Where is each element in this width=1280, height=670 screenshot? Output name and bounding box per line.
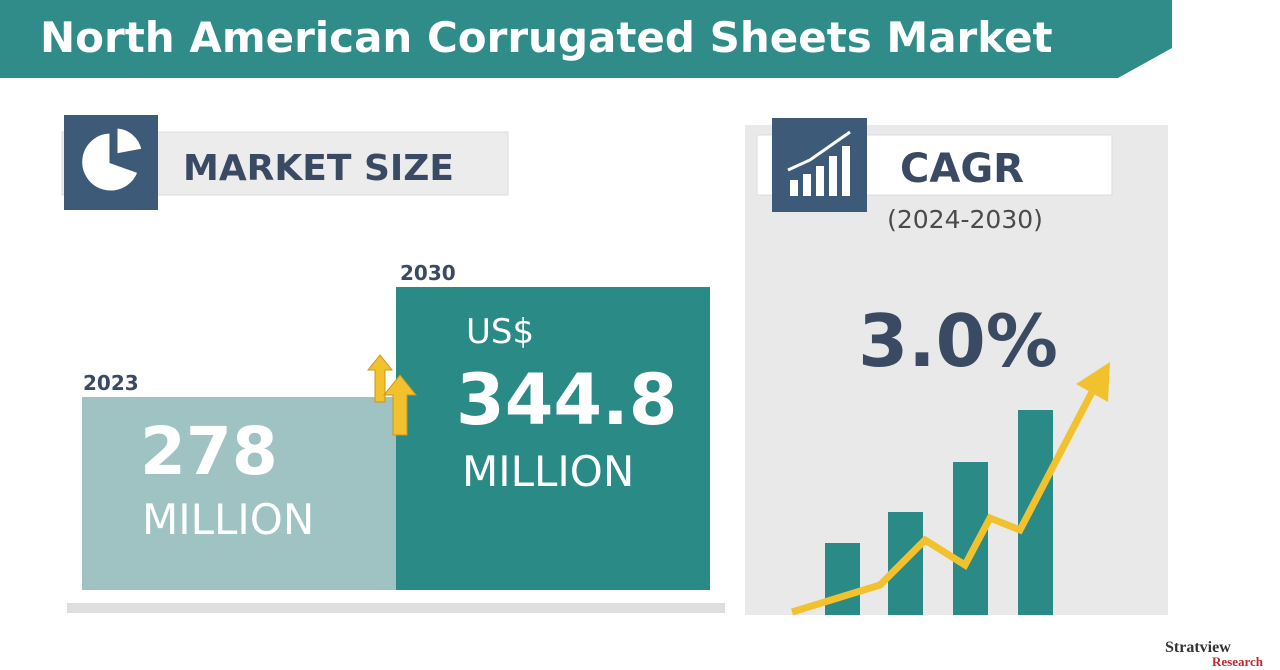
logo-sub: Research: [1212, 654, 1264, 669]
box-2023: [82, 397, 396, 590]
growth-arrows: [366, 354, 418, 436]
value: 344.8: [456, 359, 677, 441]
pie-icon: [79, 125, 145, 194]
cagr-icon: [772, 118, 867, 212]
title-banner: [0, 0, 1172, 78]
value: 278: [140, 413, 278, 490]
trend-line: [790, 390, 1096, 616]
logo-name: Stratview: [1165, 639, 1231, 656]
unit: MILLION: [142, 495, 314, 544]
cagr-value: 3.0%: [858, 299, 1058, 383]
currency: US$: [466, 312, 534, 352]
bar-icon: [787, 130, 851, 196]
cagr-period: (2024-2030): [887, 205, 1043, 234]
year-label: 2030: [400, 261, 456, 285]
decorative-bars: [825, 410, 1053, 615]
year-label: 2023: [83, 371, 139, 395]
title: North American Corrugated Sheets Market: [40, 13, 1053, 62]
box-2030: [396, 287, 710, 590]
market-size-label: MARKET SIZE: [183, 148, 454, 189]
base-line: [67, 603, 725, 613]
unit: MILLION: [462, 447, 634, 496]
cagr-label: CAGR: [900, 146, 1024, 192]
trend-arrowhead: [1076, 362, 1110, 402]
